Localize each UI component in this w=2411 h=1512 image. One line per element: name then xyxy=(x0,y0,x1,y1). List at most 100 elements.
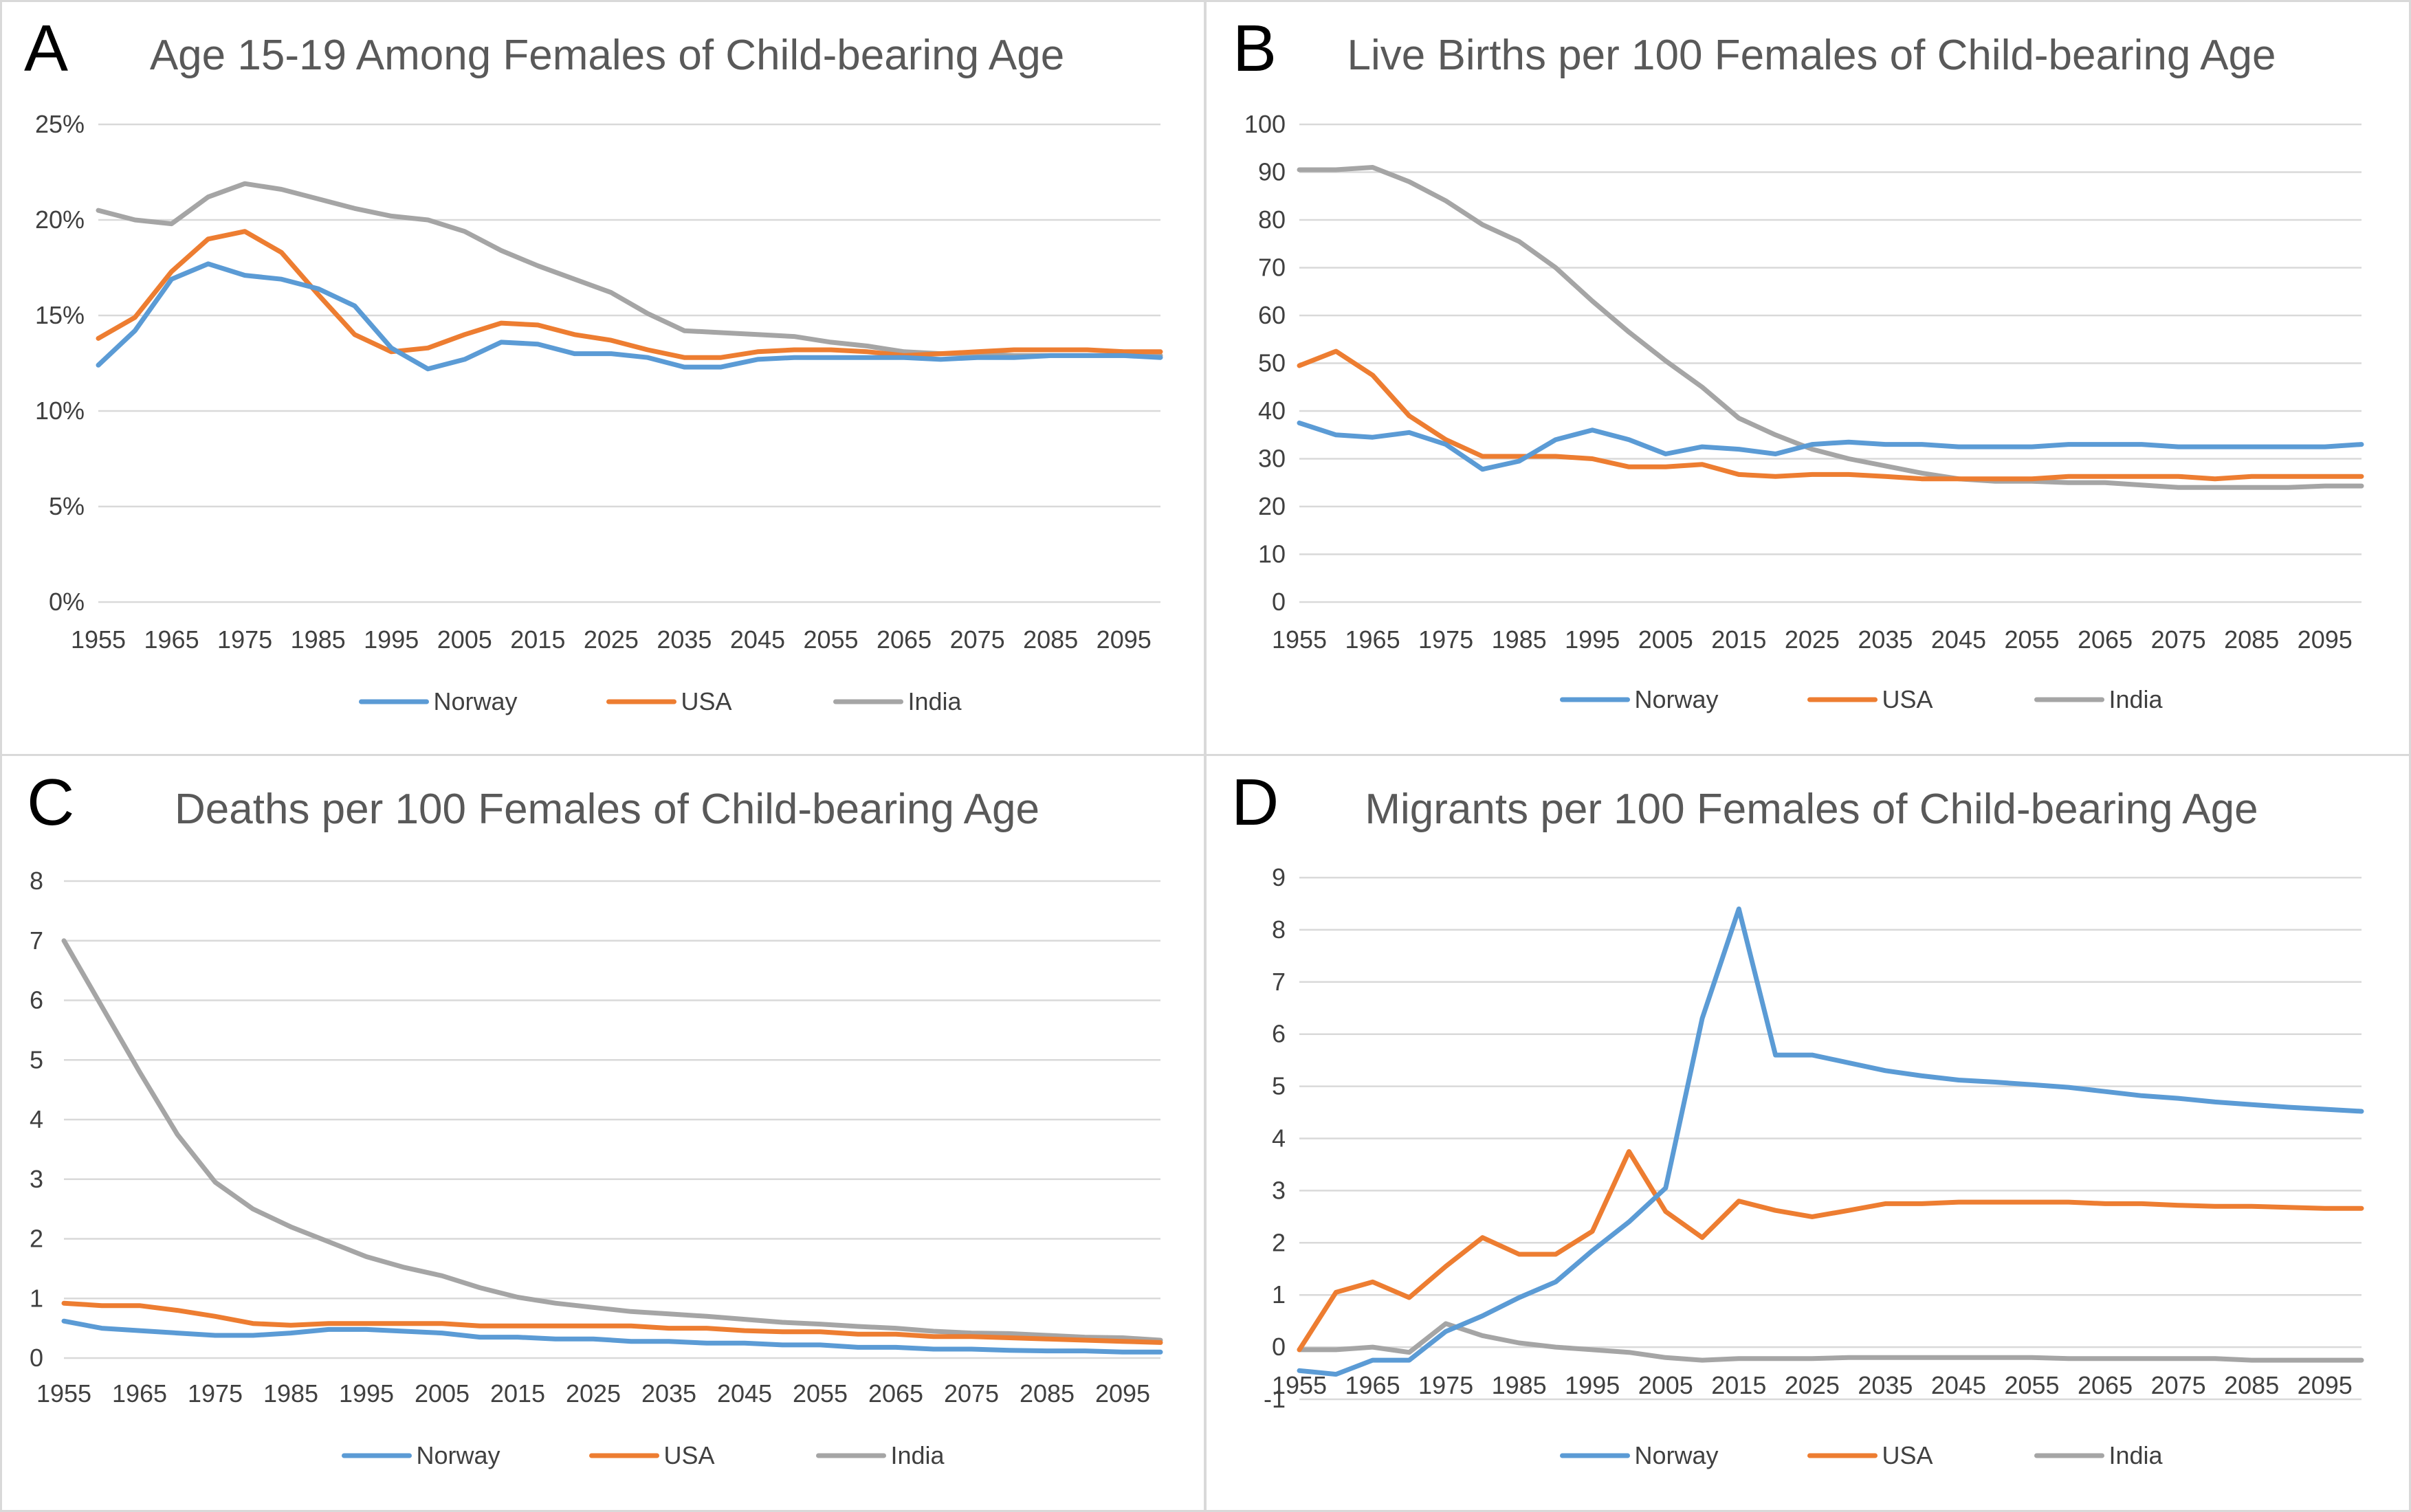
panel-letter-c: C xyxy=(27,766,74,839)
y-tick-label: 15% xyxy=(35,301,85,329)
x-tick-label: 2035 xyxy=(1858,1371,1913,1399)
legend-label-norway: Norway xyxy=(1635,1441,1719,1469)
x-tick-label: 2085 xyxy=(2224,625,2279,654)
x-tick-label: 2005 xyxy=(1638,1371,1693,1399)
x-tick-label: 1975 xyxy=(217,625,272,654)
x-tick-label: 1995 xyxy=(1565,625,1620,654)
series-line-india xyxy=(96,181,1163,358)
y-tick-label: 60 xyxy=(1258,301,1286,329)
y-tick-label: 2 xyxy=(30,1225,43,1253)
chart-panel-c: C Deaths per 100 Females of Child-bearing… xyxy=(0,754,1206,1512)
y-tick-label: 70 xyxy=(1258,254,1286,282)
chart-panel-b: B Live Births per 100 Females of Child-be… xyxy=(1204,0,2411,756)
y-tick-label: 50 xyxy=(1258,349,1286,377)
series-line-usa xyxy=(1297,1149,2364,1353)
x-tick-label: 2015 xyxy=(490,1379,545,1408)
y-tick-label: 6 xyxy=(30,986,43,1014)
x-tick-label: 2015 xyxy=(510,625,565,654)
y-tick-label: 4 xyxy=(30,1105,43,1133)
y-tick-label: 1 xyxy=(30,1284,43,1312)
x-tick-label: 2085 xyxy=(1023,625,1078,654)
y-tick-label: 0% xyxy=(49,588,85,616)
x-tick-label: 2025 xyxy=(584,625,639,654)
legend-label-usa: USA xyxy=(1882,1441,1933,1469)
series-line-norway xyxy=(96,261,1163,372)
x-tick-label: 2065 xyxy=(2078,1371,2133,1399)
y-tick-label: 100 xyxy=(1244,110,1286,138)
x-tick-label: 1985 xyxy=(1492,1371,1547,1399)
x-tick-label: 2025 xyxy=(566,1379,621,1408)
y-tick-label: 6 xyxy=(1272,1020,1286,1048)
y-tick-label: 0 xyxy=(1272,588,1286,616)
y-tick-label: 3 xyxy=(30,1165,43,1193)
x-tick-label: 2015 xyxy=(1711,1371,1766,1399)
legend-label-norway: Norway xyxy=(434,687,518,715)
series-line-india xyxy=(1297,165,2364,490)
legend-label-india: India xyxy=(891,1441,945,1469)
y-tick-label: 7 xyxy=(30,926,43,955)
legend-label-usa: USA xyxy=(681,687,732,715)
x-tick-label: 1985 xyxy=(1492,625,1547,654)
y-tick-label: 0 xyxy=(30,1344,43,1372)
y-tick-label: 2 xyxy=(1272,1228,1286,1256)
series-line-india xyxy=(61,938,1163,1343)
panel-letter-a: A xyxy=(24,12,68,85)
x-tick-label: 2035 xyxy=(1858,625,1913,654)
series-line-usa xyxy=(61,1300,1163,1345)
x-tick-label: 2045 xyxy=(717,1379,772,1408)
y-tick-label: 90 xyxy=(1258,158,1286,186)
x-tick-label: 2005 xyxy=(437,625,492,654)
x-tick-label: 2045 xyxy=(730,625,785,654)
y-tick-label: 20% xyxy=(35,205,85,234)
x-tick-label: 1965 xyxy=(144,625,199,654)
x-tick-label: 1965 xyxy=(112,1379,167,1408)
x-tick-label: 1965 xyxy=(1345,625,1400,654)
x-tick-label: 1995 xyxy=(364,625,419,654)
x-tick-label: 1985 xyxy=(263,1379,318,1408)
chart-d-svg: D Migrants per 100 Females of Child-beari… xyxy=(1231,766,2364,1469)
chart-title: Live Births per 100 Females of Child-bea… xyxy=(1347,32,2276,79)
chart-title: Deaths per 100 Females of Child-bearing … xyxy=(175,786,1039,833)
x-tick-label: 2095 xyxy=(2298,625,2353,654)
x-tick-label: 2085 xyxy=(2224,1371,2279,1399)
x-tick-label: 1995 xyxy=(339,1379,394,1408)
series-line-norway xyxy=(1297,420,2364,472)
legend-label-india: India xyxy=(2109,685,2164,713)
y-tick-label: 5% xyxy=(49,492,85,520)
y-tick-label: 4 xyxy=(1272,1124,1286,1153)
x-tick-label: 2065 xyxy=(877,625,932,654)
x-tick-label: 2055 xyxy=(793,1379,848,1408)
x-tick-label: 1975 xyxy=(1418,1371,1473,1399)
y-tick-label: 1 xyxy=(1272,1280,1286,1309)
y-tick-label: 0 xyxy=(1272,1333,1286,1361)
y-tick-label: 40 xyxy=(1258,397,1286,425)
x-tick-label: 2065 xyxy=(2078,625,2133,654)
legend-label-usa: USA xyxy=(1882,685,1933,713)
y-tick-label: 3 xyxy=(1272,1176,1286,1204)
series-line-usa xyxy=(96,229,1163,360)
chart-title: Age 15-19 Among Females of Child-bearing… xyxy=(150,32,1064,79)
x-tick-label: 1995 xyxy=(1565,1371,1620,1399)
y-tick-label: 9 xyxy=(1272,863,1286,891)
x-tick-label: 1955 xyxy=(71,625,126,654)
legend-label-usa: USA xyxy=(664,1441,715,1469)
x-tick-label: 2075 xyxy=(950,625,1005,654)
x-tick-label: 2075 xyxy=(2151,1371,2206,1399)
x-tick-label: 1975 xyxy=(188,1379,243,1408)
x-tick-label: 2055 xyxy=(2004,625,2059,654)
x-tick-label: 2005 xyxy=(415,1379,470,1408)
series-line-usa xyxy=(1297,348,2364,482)
series-line-norway xyxy=(61,1318,1163,1355)
y-tick-label: 25% xyxy=(35,110,85,138)
x-tick-label: 1975 xyxy=(1418,625,1473,654)
x-tick-label: 2095 xyxy=(1095,1379,1150,1408)
x-tick-label: 2085 xyxy=(1020,1379,1075,1408)
y-tick-label: 20 xyxy=(1258,492,1286,520)
chart-title: Migrants per 100 Females of Child-bearin… xyxy=(1365,786,2258,833)
x-tick-label: 2025 xyxy=(1785,625,1840,654)
x-tick-label: 2095 xyxy=(1097,625,1152,654)
x-tick-label: 1955 xyxy=(1272,1371,1327,1399)
x-tick-label: 1965 xyxy=(1345,1371,1400,1399)
chart-panel-a: A Age 15-19 Among Females of Child-bearin… xyxy=(0,0,1206,756)
y-tick-label: 8 xyxy=(1272,915,1286,944)
